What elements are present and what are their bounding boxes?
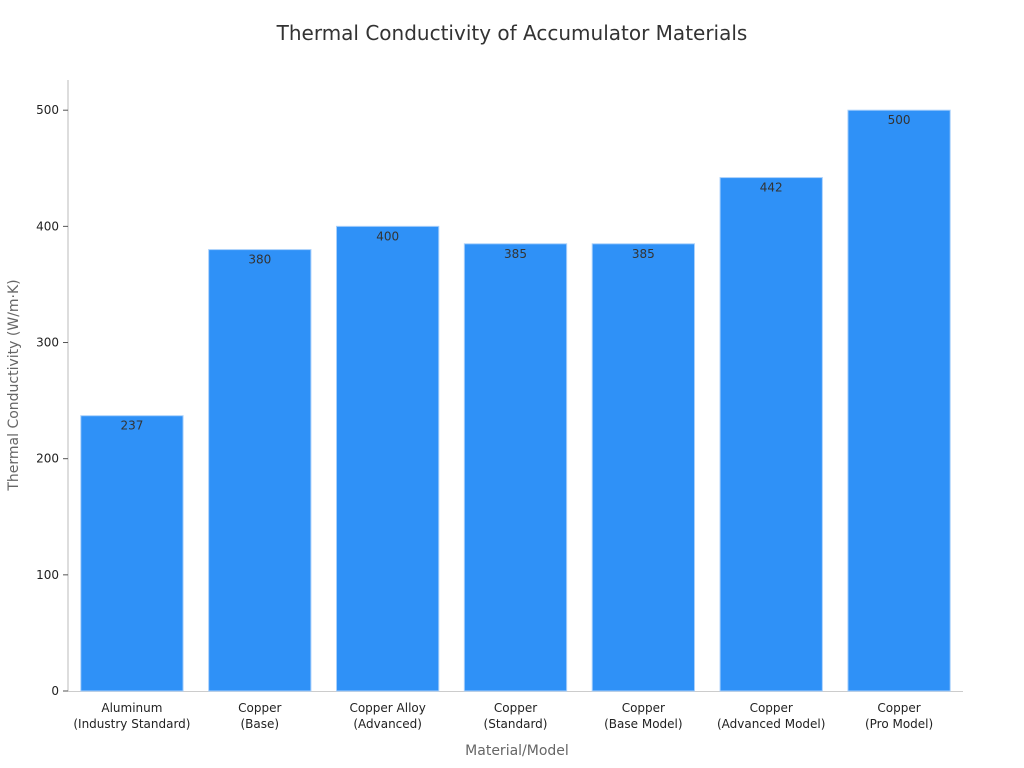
y-tick-label: 200	[36, 452, 59, 466]
bar	[591, 243, 696, 692]
x-tick-label: Copper (Base)	[238, 701, 281, 731]
x-tick-label: Copper (Base Model)	[604, 701, 682, 731]
x-axis-label: Material/Model	[465, 743, 569, 759]
x-tick-label: Copper (Standard)	[484, 701, 548, 731]
data-label: 400	[376, 229, 399, 243]
bar	[719, 177, 823, 692]
bar	[847, 109, 951, 692]
y-axis-label: Thermal Conductivity (W/m·K)	[6, 279, 22, 491]
x-tick-label: Aluminum (Industry Standard)	[73, 701, 190, 731]
data-label: 385	[632, 247, 655, 261]
y-tick-label: 0	[51, 684, 59, 698]
bar	[336, 225, 440, 692]
y-tick-label: 300	[36, 336, 59, 350]
bar	[80, 415, 184, 692]
x-tick-label: Copper Alloy (Advanced)	[349, 701, 425, 731]
chart-title: Thermal Conductivity of Accumulator Mate…	[276, 21, 748, 45]
data-label: 500	[888, 113, 911, 127]
bar	[208, 249, 312, 692]
data-label: 385	[504, 247, 527, 261]
y-tick-label: 500	[36, 103, 59, 117]
bar	[463, 243, 568, 692]
y-tick-label: 400	[36, 219, 59, 233]
data-label: 237	[120, 419, 143, 433]
y-tick-label: 100	[36, 568, 59, 582]
x-tick-label: Copper (Pro Model)	[865, 701, 933, 731]
x-tick-label: Copper (Advanced Model)	[717, 701, 825, 731]
data-label: 380	[248, 253, 271, 267]
data-label: 442	[760, 181, 783, 195]
